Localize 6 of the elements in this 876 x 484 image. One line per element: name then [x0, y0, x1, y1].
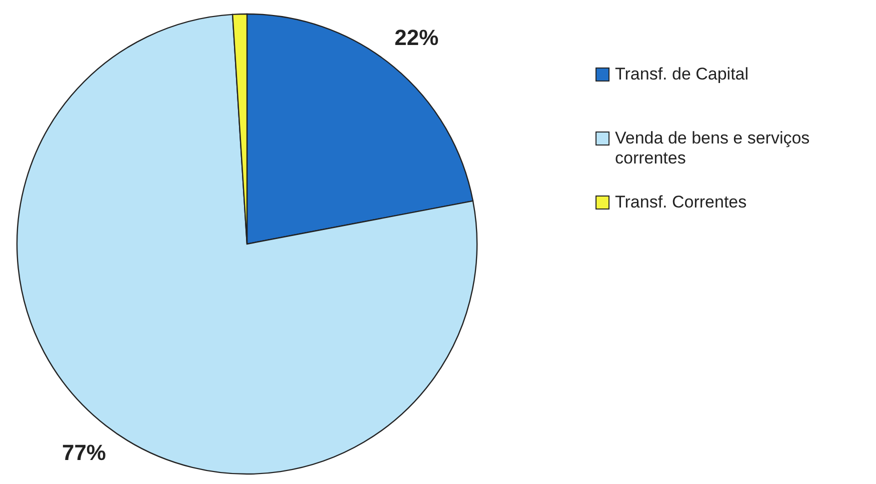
data-label: 22%	[394, 24, 439, 50]
data-label: 77%	[62, 440, 106, 465]
legend-label: Venda de bens e serviços correntes	[615, 128, 810, 168]
legend-label: Transf. de Capital	[615, 64, 749, 84]
legend-label: Transf. Correntes	[615, 192, 747, 212]
pie-slice	[16, 14, 478, 475]
